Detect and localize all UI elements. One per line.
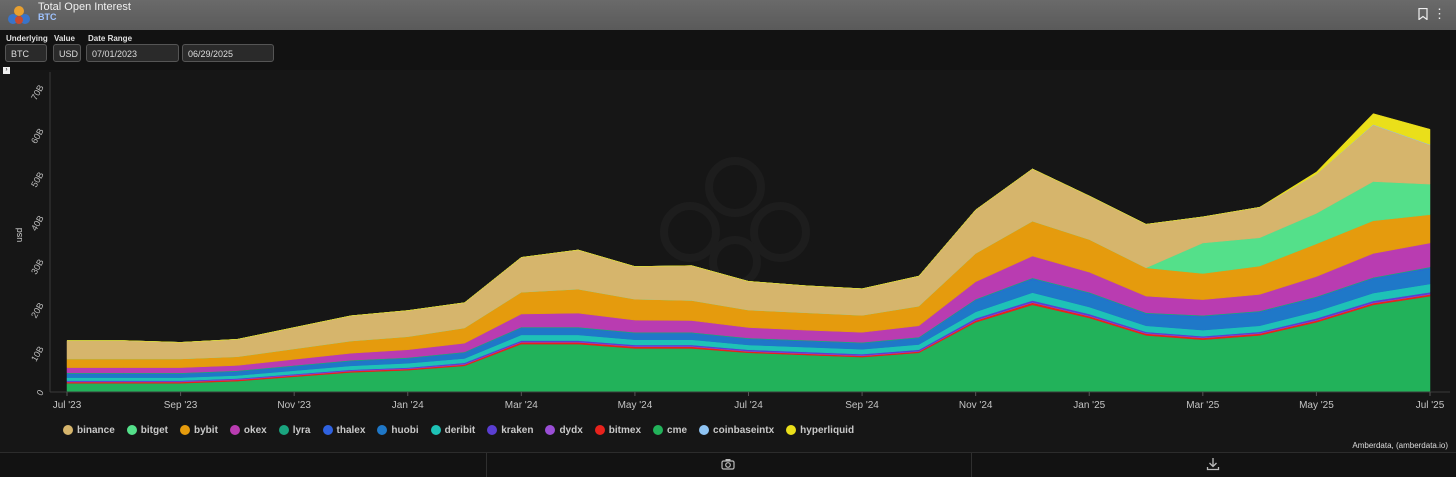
date-range-label: Date Range (88, 34, 133, 43)
y-tick-label: 10B (29, 344, 46, 363)
amberdata-logo-icon (8, 6, 30, 24)
value-label: Value (54, 34, 75, 43)
legend-item-deribit[interactable]: deribit (430, 424, 476, 436)
legend-label: hyperliquid (800, 424, 855, 436)
legend-item-hyperliquid[interactable]: hyperliquid (786, 425, 854, 436)
legend-item-binance[interactable]: binance (63, 425, 115, 436)
legend-item-bybit[interactable]: bybit (180, 425, 218, 436)
legend-item-dydx[interactable]: dydx (545, 424, 583, 436)
legend-label: coinbaseintx (713, 424, 775, 436)
legend-label: okex (243, 424, 267, 436)
y-axis-label: usd (14, 228, 24, 243)
legend-item-thalex[interactable]: thalex (322, 424, 366, 436)
end-date-input[interactable]: 06/29/2025 (182, 44, 274, 62)
x-tick-label: Jul '23 (53, 400, 82, 411)
chart-legend: binance bitget bybit okex lyra thalex huobi der… (63, 423, 866, 437)
open-interest-chart: 0 10B 20B 30B 40B 50B 60B 70B Jul '23 Sep '23 Nov… (14, 72, 1450, 411)
legend-swatch (278, 425, 289, 435)
x-tick-label: Jan '24 (392, 400, 424, 411)
legend-swatch (699, 425, 710, 435)
y-tick-label: 20B (29, 301, 46, 320)
legend-item-cme[interactable]: cme (653, 425, 687, 436)
legend-swatch (545, 425, 556, 435)
kebab-menu-icon[interactable]: ⋮ (1433, 6, 1446, 21)
legend-item-kraken[interactable]: kraken (487, 425, 533, 436)
legend-item-bitget[interactable]: bitget (126, 424, 169, 436)
legend-label: kraken (501, 424, 534, 436)
bookmark-icon[interactable] (1418, 8, 1428, 20)
camera-icon[interactable] (721, 457, 735, 471)
legend-label: deribit (444, 424, 476, 436)
legend-item-bitmex[interactable]: bitmex (594, 424, 642, 436)
data-credit: Amberdata, (amberdata.io) (1352, 441, 1448, 450)
legend-label: bybit (194, 424, 218, 436)
x-tick-label: Jul '25 (1416, 400, 1445, 411)
x-tick-label: May '24 (618, 400, 653, 411)
x-tick-label: Jul '24 (734, 400, 763, 411)
underlying-select[interactable]: BTC (5, 44, 47, 62)
y-tick-label: 0 (35, 388, 46, 397)
chart-subtitle: BTC (38, 12, 57, 22)
x-tick-label: Sep '23 (164, 400, 198, 411)
footer-toolbar (0, 452, 1456, 477)
x-tick-label: Sep '24 (845, 400, 879, 411)
legend-swatch (594, 425, 605, 435)
filter-bar: Underlying BTC Value USD Date Range 07/0… (0, 30, 1456, 70)
legend-swatch (430, 425, 441, 435)
legend-label: dydx (559, 424, 583, 436)
value-select[interactable]: USD (53, 44, 81, 62)
legend-label: bitmex (608, 424, 642, 436)
legend-swatch (487, 425, 498, 435)
legend-item-okex[interactable]: okex (229, 424, 267, 436)
title-bar: Total Open Interest BTC ⋮ (0, 0, 1456, 31)
legend-item-lyra[interactable]: lyra (278, 424, 311, 436)
x-tick-label: May '25 (1299, 400, 1334, 411)
legend-swatch (377, 425, 388, 435)
legend-label: bitget (140, 424, 169, 436)
x-tick-label: Mar '24 (505, 400, 538, 411)
chart-title: Total Open Interest (38, 1, 131, 13)
y-tick-label: 50B (29, 170, 46, 189)
watermark-logo (660, 157, 810, 288)
legend-swatch (653, 425, 664, 435)
legend-label: binance (77, 424, 115, 436)
legend-label: huobi (391, 424, 419, 436)
x-axis-ticks: Jul '23 Sep '23 Nov '23 Jan '24 Mar '24 May '… (53, 392, 1445, 411)
footer-divider (971, 453, 972, 477)
x-tick-label: Mar '25 (1186, 400, 1219, 411)
legend-swatch (126, 425, 137, 435)
y-tick-label: 40B (29, 214, 46, 233)
area-hyperliquid (67, 113, 1431, 343)
y-tick-label: 30B (29, 257, 46, 276)
legend-item-coinbaseintx[interactable]: coinbaseintx (699, 425, 774, 436)
x-tick-label: Jan '25 (1073, 400, 1105, 411)
y-axis-ticks: 0 10B 20B 30B 40B 50B 60B 70B (29, 83, 46, 397)
start-date-input[interactable]: 07/01/2023 (86, 44, 179, 62)
underlying-label: Underlying (6, 34, 48, 43)
legend-label: thalex (336, 424, 366, 436)
legend-swatch (786, 425, 797, 435)
legend-swatch (322, 425, 333, 435)
y-tick-label: 60B (29, 127, 46, 146)
x-tick-label: Nov '23 (277, 400, 311, 411)
footer-divider (486, 453, 487, 477)
collapse-toggle-icon[interactable]: › (3, 67, 10, 74)
y-tick-label: 70B (29, 83, 46, 102)
legend-label: cme (667, 424, 688, 436)
legend-swatch (180, 425, 191, 435)
x-tick-label: Nov '24 (959, 400, 993, 411)
legend-item-huobi[interactable]: huobi (377, 424, 419, 436)
stacked-areas (66, 113, 1431, 393)
legend-label: lyra (292, 424, 311, 436)
legend-swatch (229, 425, 240, 435)
download-icon[interactable] (1206, 457, 1220, 471)
legend-swatch (63, 425, 73, 435)
